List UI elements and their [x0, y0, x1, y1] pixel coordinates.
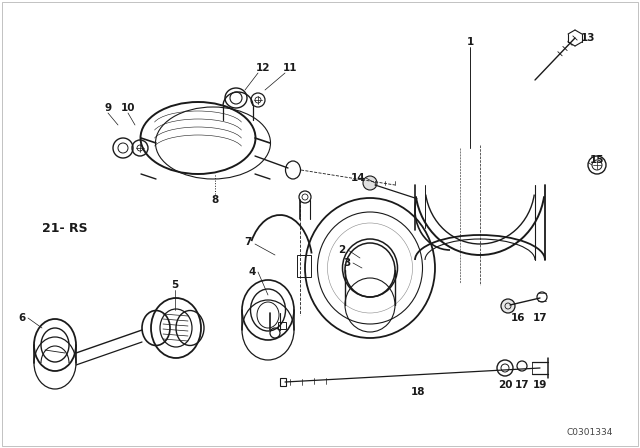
- Text: 21- RS: 21- RS: [42, 221, 88, 234]
- Text: 20: 20: [498, 380, 512, 390]
- Circle shape: [363, 176, 377, 190]
- Text: 7: 7: [244, 237, 252, 247]
- Bar: [278, 322, 286, 329]
- Bar: [280, 378, 286, 386]
- Text: 16: 16: [511, 313, 525, 323]
- Text: 4: 4: [248, 267, 256, 277]
- Text: 13: 13: [580, 33, 595, 43]
- Text: 2: 2: [339, 245, 346, 255]
- Text: 12: 12: [256, 63, 270, 73]
- Text: 8: 8: [211, 195, 219, 205]
- Text: 17: 17: [532, 313, 547, 323]
- Text: 11: 11: [283, 63, 297, 73]
- Text: 1: 1: [467, 37, 474, 47]
- Text: 9: 9: [104, 103, 111, 113]
- Text: 17: 17: [515, 380, 529, 390]
- Bar: [297, 255, 311, 277]
- Text: 15: 15: [590, 155, 605, 165]
- Text: 19: 19: [533, 380, 547, 390]
- Text: C0301334: C0301334: [567, 427, 613, 436]
- Text: 14: 14: [351, 173, 365, 183]
- Circle shape: [501, 299, 515, 313]
- Text: 10: 10: [121, 103, 135, 113]
- Text: 18: 18: [411, 387, 425, 397]
- Text: 3: 3: [344, 258, 351, 268]
- Text: 5: 5: [172, 280, 179, 290]
- Text: 6: 6: [19, 313, 26, 323]
